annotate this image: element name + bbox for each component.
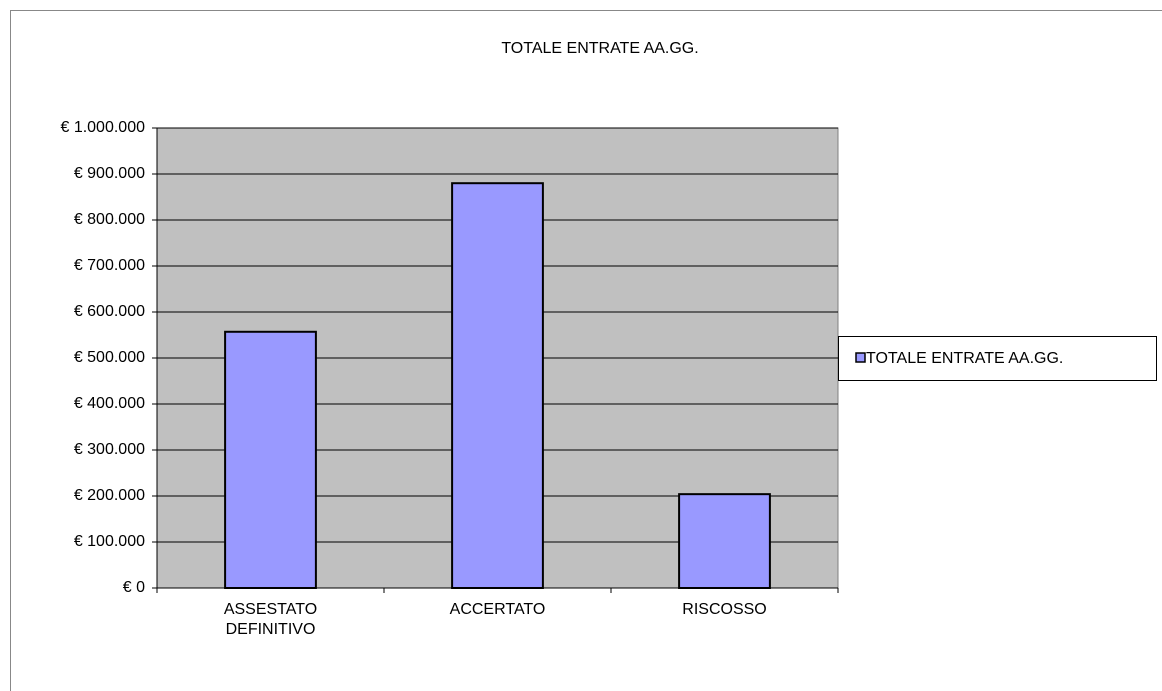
legend-box [838,336,1157,381]
x-tick-label: ACCERTATO [449,601,546,618]
y-tick-label: € 800.000 [74,211,145,228]
y-tick-label: € 1.000.000 [60,119,145,136]
bar [224,330,317,589]
y-tick-label: € 600.000 [74,303,145,320]
bar [678,493,771,589]
legend-swatch [855,352,866,363]
chart-title: TOTALE ENTRATE AA.GG. [501,40,698,57]
legend-label: TOTALE ENTRATE AA.GG. [866,350,1063,367]
y-tick-label: € 400.000 [74,395,145,412]
x-tick-label: RISCOSSO [682,601,767,618]
y-tick-label: € 700.000 [74,257,145,274]
y-tick-label: € 200.000 [74,487,145,504]
y-tick-label: € 0 [123,579,145,596]
y-tick-label: € 500.000 [74,349,145,366]
bar [451,182,544,589]
y-tick-label: € 300.000 [74,441,145,458]
y-tick-label: € 100.000 [74,533,145,550]
x-tick-label: ASSESTATO DEFINITIVO [223,601,318,638]
y-tick-label: € 900.000 [74,165,145,182]
